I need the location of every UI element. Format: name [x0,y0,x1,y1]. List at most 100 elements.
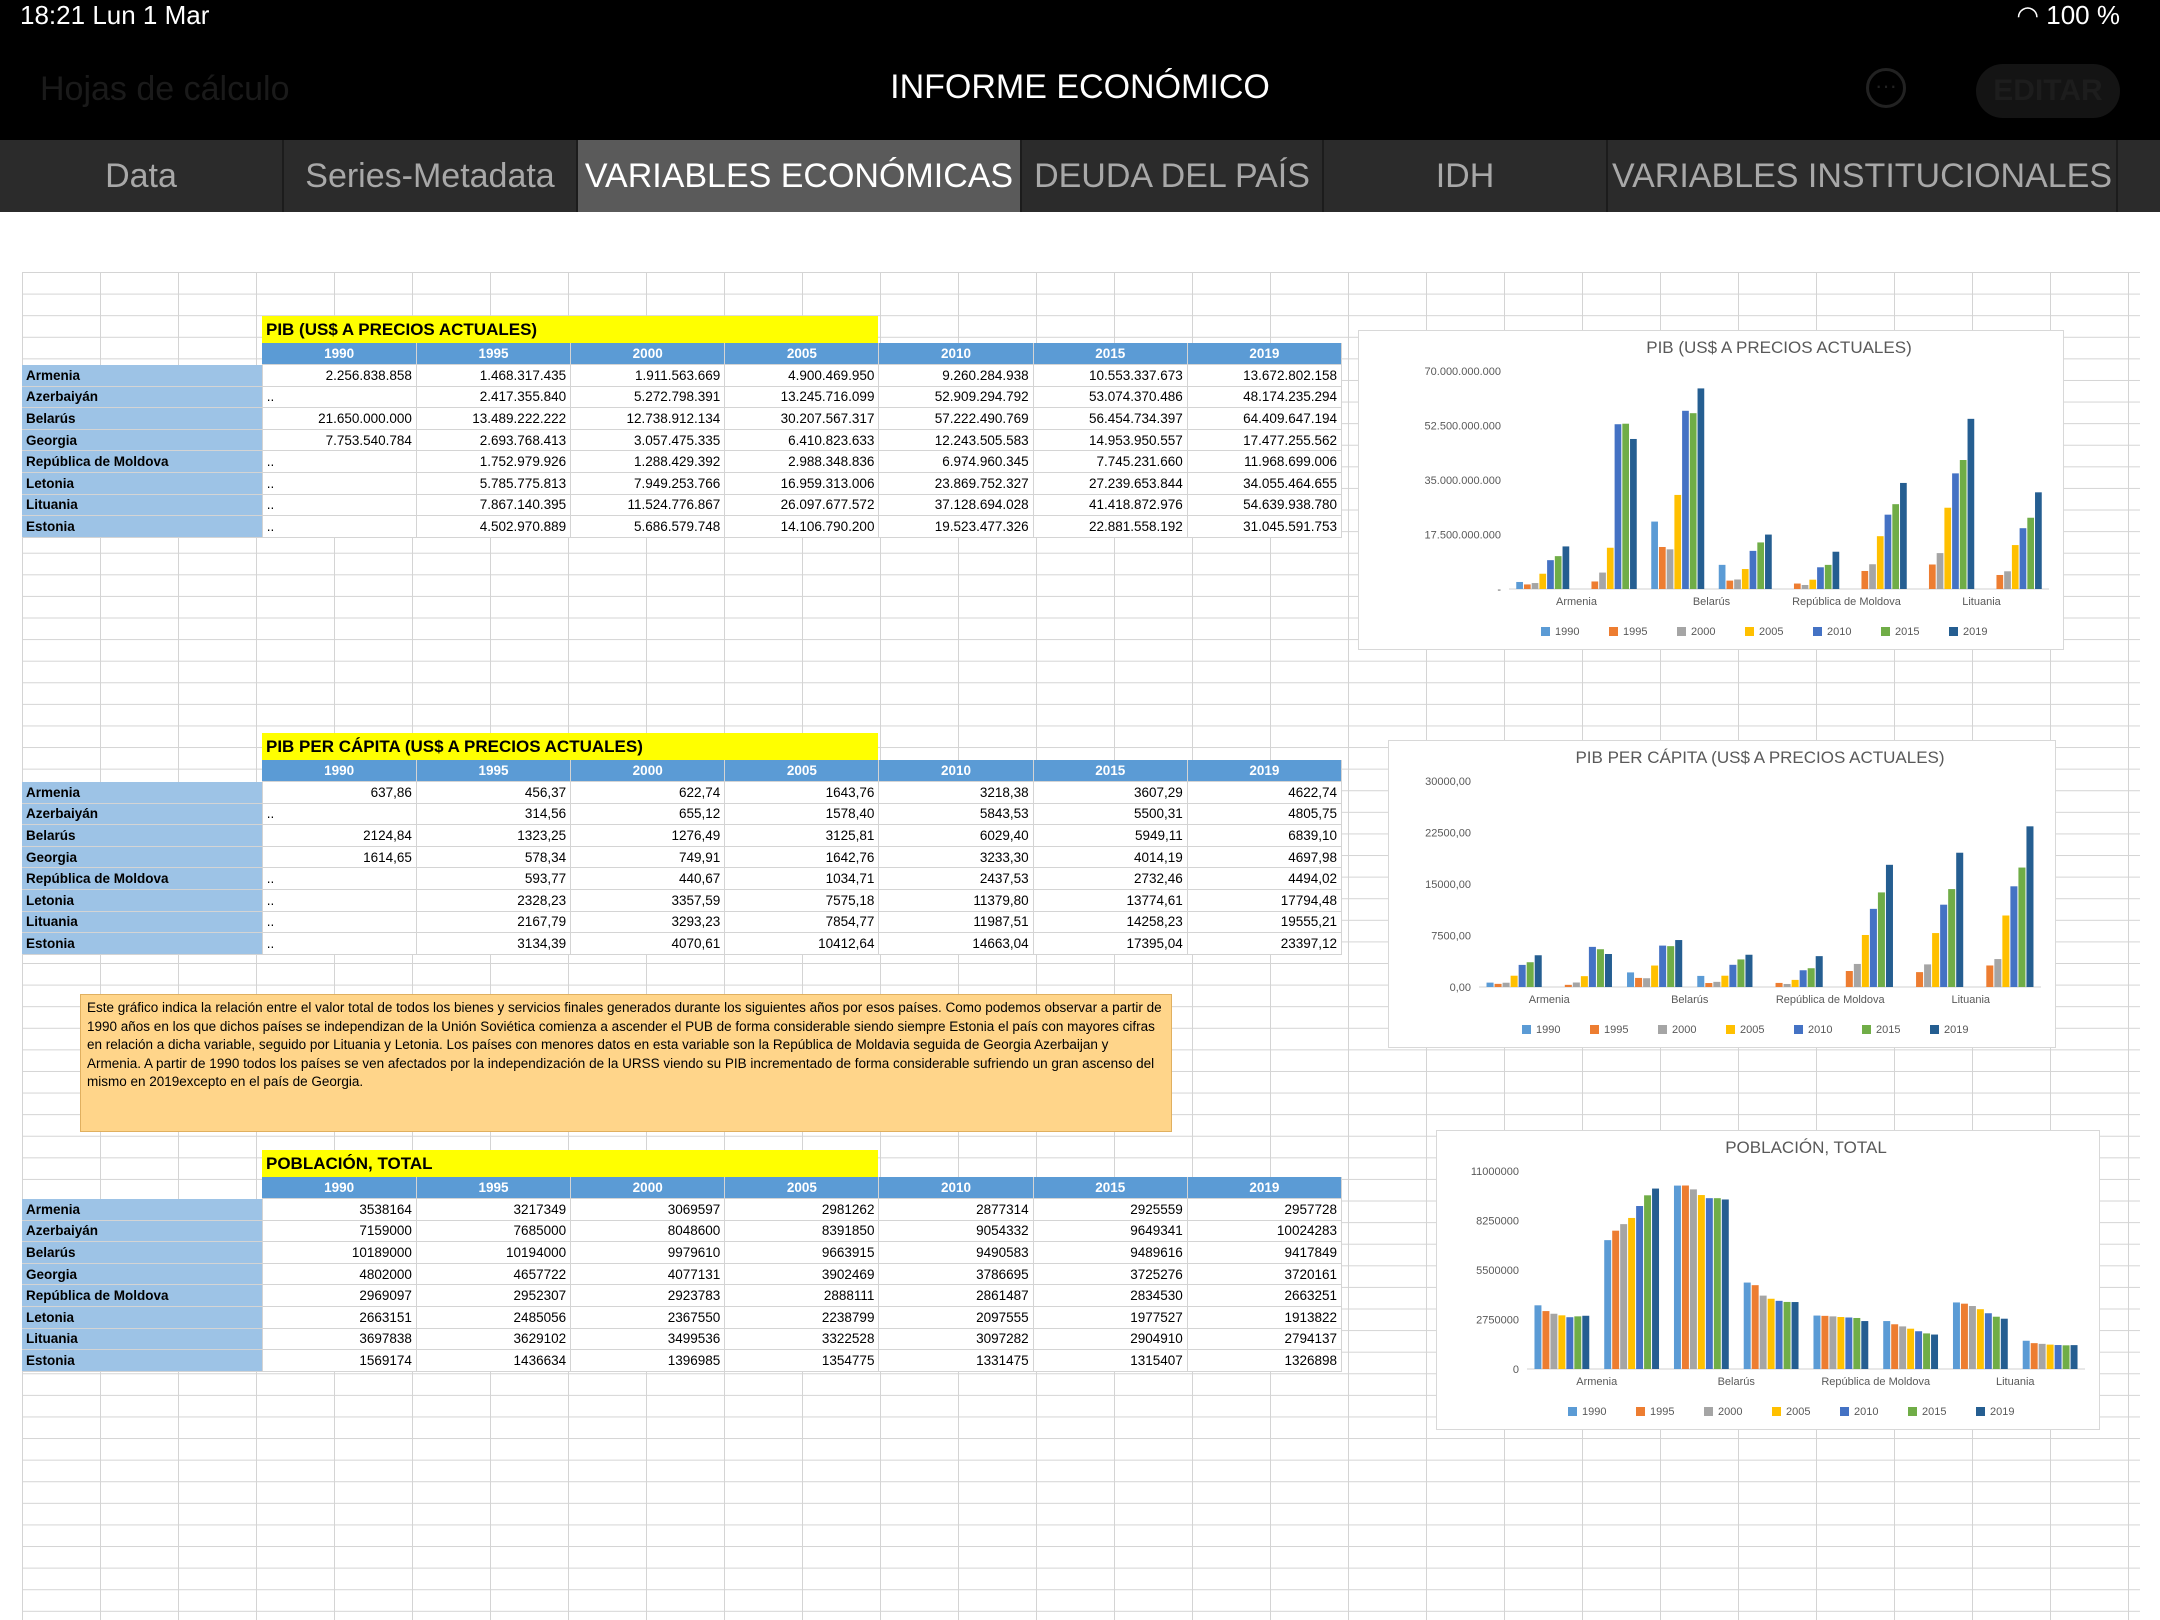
bar[interactable] [1673,1185,1681,1369]
year-header-cell[interactable]: 1990 [262,343,417,366]
value-cell[interactable]: 19555,21 [1187,911,1343,934]
value-cell[interactable]: 13.672.802.158 [1187,364,1343,387]
value-cell[interactable]: 4.900.469.950 [724,364,880,387]
value-cell[interactable]: 9979610 [570,1241,726,1264]
year-header-cell[interactable]: 2000 [570,1177,726,1200]
value-cell[interactable]: 37.128.694.028 [878,494,1034,517]
value-cell[interactable]: 6.410.823.633 [724,429,880,452]
bar[interactable] [2035,492,2042,589]
bar[interactable] [1960,1303,1968,1369]
bar[interactable] [1883,1321,1891,1369]
value-cell[interactable]: 2861487 [878,1284,1034,1308]
value-cell[interactable]: 2.988.348.836 [724,450,880,474]
value-cell[interactable]: 3902469 [724,1263,880,1286]
value-cell[interactable]: 53.074.370.486 [1033,386,1188,409]
value-cell[interactable]: .. [262,867,417,891]
bar[interactable] [1644,1195,1652,1369]
year-header-cell[interactable]: 2010 [878,760,1034,783]
value-cell[interactable]: 11379,80 [878,889,1034,912]
bar[interactable] [1542,1311,1550,1369]
bar[interactable] [2070,1345,2078,1369]
bar[interactable] [1986,965,1994,987]
bar[interactable] [1967,418,1975,589]
value-cell[interactable]: 14.953.950.557 [1033,429,1188,452]
value-cell[interactable]: 1578,40 [724,803,880,826]
tab-data[interactable]: Data [0,140,284,212]
year-header-cell[interactable]: 1990 [262,760,417,783]
bar[interactable] [1741,569,1749,589]
bar[interactable] [1651,965,1659,987]
value-cell[interactable]: 54.639.938.780 [1187,494,1343,517]
value-cell[interactable]: 1315407 [1033,1349,1188,1372]
bar[interactable] [1928,564,1936,589]
value-cell[interactable]: 3499536 [570,1328,726,1351]
bar[interactable] [1944,507,1952,589]
value-cell[interactable]: 4070,61 [570,932,726,955]
value-cell[interactable]: 1569174 [262,1349,417,1372]
bar[interactable] [1614,424,1622,589]
value-cell[interactable]: 593,77 [416,867,572,891]
value-cell[interactable]: 2238799 [724,1306,880,1329]
value-cell[interactable]: 13.245.716.099 [724,386,880,409]
country-cell[interactable]: Azerbaiyán [22,803,263,826]
value-cell[interactable]: 10.553.337.673 [1033,364,1188,387]
bar[interactable] [1721,975,1729,987]
value-cell[interactable]: 14.106.790.200 [724,515,880,538]
value-cell[interactable]: 4802000 [262,1263,417,1286]
value-cell[interactable]: 10189000 [262,1241,417,1264]
bar[interactable] [1815,956,1823,987]
value-cell[interactable]: 11987,51 [878,911,1034,934]
bar[interactable] [1885,864,1893,987]
value-cell[interactable]: 30.207.567.317 [724,407,880,430]
value-cell[interactable]: 3217349 [416,1198,572,1221]
bar[interactable] [1658,546,1666,589]
value-cell[interactable]: 17.477.255.562 [1187,429,1343,452]
bar[interactable] [1636,1206,1644,1369]
bar[interactable] [1775,982,1783,987]
value-cell[interactable]: 2.417.355.840 [416,386,572,409]
bar[interactable] [2011,545,2019,589]
bar[interactable] [1824,564,1832,589]
bar[interactable] [1516,581,1523,589]
value-cell[interactable]: .. [262,932,417,955]
bar[interactable] [1628,1217,1636,1369]
value-cell[interactable]: 2969097 [262,1284,417,1308]
year-header-cell[interactable]: 2005 [724,760,880,783]
bar[interactable] [1932,933,1940,987]
country-cell[interactable]: Armenia [22,781,263,804]
bar[interactable] [1604,1240,1612,1369]
bar[interactable] [1606,547,1614,589]
value-cell[interactable]: 3069597 [570,1198,726,1221]
pib-chart[interactable]: PIB (US$ A PRECIOS ACTUALES) - 17.500.000.… [1358,330,2064,650]
value-cell[interactable]: 8048600 [570,1220,726,1243]
value-cell[interactable]: 3607,29 [1033,781,1188,804]
bar[interactable] [1652,1188,1660,1369]
year-header-cell[interactable]: 2005 [724,343,880,366]
bar[interactable] [1996,574,2004,589]
value-cell[interactable]: 4657722 [416,1263,572,1286]
bar[interactable] [1813,1315,1821,1369]
value-cell[interactable]: 1642,76 [724,846,880,869]
value-cell[interactable]: 16.959.313.006 [724,472,880,495]
country-cell[interactable]: Belarús [22,1241,263,1264]
country-cell[interactable]: Letonia [22,1306,263,1329]
bar[interactable] [1936,553,1944,589]
bar[interactable] [1682,410,1689,589]
value-cell[interactable]: 3786695 [878,1263,1034,1286]
header-corner-cell[interactable] [22,760,262,782]
bar[interactable] [1697,388,1705,589]
bar[interactable] [2002,915,2010,987]
value-cell[interactable]: 2485056 [416,1306,572,1329]
value-cell[interactable]: 2904910 [1033,1328,1188,1351]
year-header-cell[interactable]: 2000 [570,760,726,783]
bar[interactable] [1829,1316,1837,1369]
bar[interactable] [1884,514,1892,589]
value-cell[interactable]: 34.055.464.655 [1187,472,1343,495]
value-cell[interactable]: 9649341 [1033,1220,1188,1243]
bar[interactable] [2062,1345,2070,1369]
value-cell[interactable]: 1354775 [724,1349,880,1372]
value-cell[interactable]: 622,74 [570,781,726,804]
country-cell[interactable]: Georgia [22,1263,263,1286]
value-cell[interactable]: .. [262,803,417,826]
country-cell[interactable]: Lituania [22,911,263,934]
